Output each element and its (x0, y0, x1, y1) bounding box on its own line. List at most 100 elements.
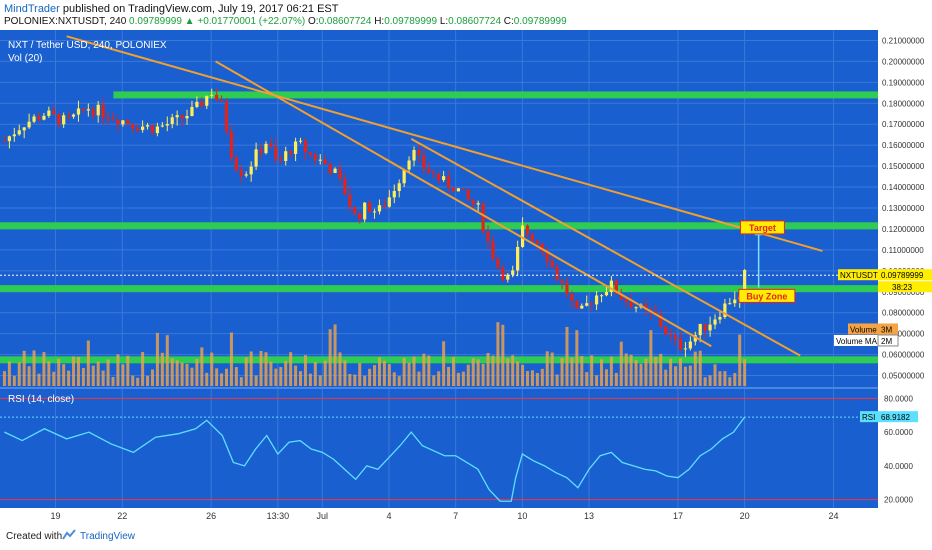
volume-bar (521, 364, 525, 386)
tradingview-brand[interactable]: TradingView (80, 531, 136, 542)
author-link[interactable]: MindTrader (4, 3, 60, 15)
candle-body (219, 100, 224, 102)
volume-bar (743, 359, 747, 386)
volume-bar (698, 350, 702, 386)
trendlines[interactable] (66, 35, 823, 357)
annotation-label: Target (749, 223, 776, 233)
candle-body (481, 203, 485, 232)
high-label: H: (374, 16, 385, 27)
volume-bar (664, 369, 668, 386)
volume-bar (254, 375, 258, 386)
candle-body (402, 169, 406, 184)
volume-bar (284, 360, 288, 386)
legend-title[interactable]: NXT / Tether USD, 240, POLONIEX (8, 40, 167, 51)
candle-body (165, 124, 169, 126)
volume-ma-value-tag (877, 334, 899, 347)
volume-bar (269, 361, 273, 386)
candle-body (673, 335, 678, 340)
x-tick-label: 13 (584, 511, 594, 521)
volume-bar (397, 376, 401, 386)
volume-bars (2, 322, 747, 386)
volume-bar (47, 361, 51, 386)
candle-body (688, 341, 692, 349)
candle-body (141, 126, 145, 130)
volume-bar (723, 371, 727, 386)
support-resistance-zone (0, 356, 878, 364)
candle-body (234, 157, 238, 171)
volume-bar (634, 360, 638, 386)
y-tick-label: 0.17000000 (882, 120, 925, 129)
candle-body (659, 314, 663, 327)
volume-bar (555, 374, 559, 386)
volume-bar (619, 341, 623, 386)
symbol-text: POLONIEX:NXTUSDT, 240 (4, 16, 127, 27)
candle-body (619, 293, 623, 300)
trendline[interactable] (66, 35, 823, 252)
volume-bar (279, 367, 283, 386)
candle-body (407, 160, 411, 170)
candle-body (580, 305, 584, 309)
candle-body (81, 108, 85, 111)
volume-bar (106, 359, 110, 386)
rsi-tag (860, 411, 878, 423)
legend-volume[interactable]: Vol (20) (8, 53, 42, 64)
volume-bar (229, 332, 233, 386)
candle-body (239, 170, 243, 176)
volume-bar (180, 362, 184, 386)
candle-body (145, 125, 150, 127)
volume-bar (165, 335, 169, 386)
candle-body (634, 307, 638, 309)
y-tick-label: 0.18000000 (882, 99, 925, 108)
volume-bar (289, 352, 293, 386)
trendline[interactable] (410, 138, 801, 357)
tradingview-logo-icon (62, 529, 76, 541)
volume-tag (848, 323, 878, 335)
candle-body (269, 143, 273, 147)
volume-bar (126, 355, 130, 386)
candle-body (71, 114, 76, 117)
candle-body (417, 149, 421, 156)
volume-bar (116, 354, 120, 386)
x-tick-label: 26 (206, 511, 216, 521)
volume-bar (496, 322, 500, 386)
last-price-tag (878, 269, 932, 281)
annotation-box (739, 220, 785, 235)
volume-bar (308, 373, 312, 386)
candle-body (575, 300, 579, 309)
x-tick-label: 19 (51, 511, 61, 521)
volume-ma-label: Volume MA (836, 337, 878, 346)
volume-bar (363, 375, 367, 386)
last-price-value: 0.09789999 (881, 271, 924, 280)
volume-bar (52, 371, 56, 386)
volume-bar (491, 355, 495, 386)
candle-body (185, 115, 189, 119)
volume-bar (382, 360, 386, 386)
legend-rsi[interactable]: RSI (14, close) (8, 394, 74, 405)
volume-bar (580, 355, 584, 386)
trendline[interactable] (215, 60, 712, 348)
candle-body (728, 303, 732, 305)
change-text: +0.01770001 (+22.07%) (197, 16, 306, 27)
candle-body (12, 134, 16, 137)
candle-body (442, 176, 446, 180)
candle-body (708, 324, 712, 331)
volume-bar (422, 353, 426, 386)
volume-bar (264, 352, 268, 386)
volume-bar (185, 363, 189, 386)
volume-bar (294, 365, 298, 386)
volume-bar (190, 367, 194, 386)
candle-body (249, 166, 253, 175)
volume-bar (540, 368, 544, 386)
symbol-tag-label: NXTUSDT (840, 271, 878, 280)
volume-bar (328, 329, 332, 386)
volume-bar (728, 377, 732, 386)
created-with-text: Created with (6, 531, 63, 542)
volume-bar (150, 369, 154, 386)
volume-bar (447, 366, 451, 386)
price-chart[interactable]: 0.21000000 0.20000000 0.19000000 0.18000000… (0, 30, 932, 523)
volume-bar (629, 354, 633, 386)
volume-bar (644, 358, 648, 386)
volume-bar (195, 359, 199, 386)
volume-bar (215, 368, 219, 386)
volume-bar (427, 355, 431, 386)
